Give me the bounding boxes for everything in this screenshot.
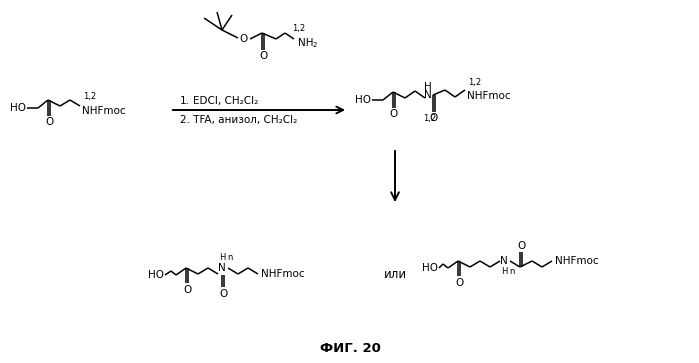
Text: n: n <box>227 253 233 262</box>
Text: O: O <box>183 285 191 295</box>
Text: 1,2: 1,2 <box>292 24 305 33</box>
Text: NHFmoc: NHFmoc <box>467 91 511 101</box>
Text: O: O <box>390 109 398 119</box>
Text: n: n <box>510 266 514 276</box>
Text: N: N <box>500 256 508 266</box>
Text: NHFmoc: NHFmoc <box>82 106 126 116</box>
Text: NH: NH <box>298 38 313 48</box>
Text: HO: HO <box>10 103 26 113</box>
Text: O: O <box>240 34 248 44</box>
Text: HO: HO <box>148 270 164 280</box>
Text: NHFmoc: NHFmoc <box>555 256 598 266</box>
Text: 1,2: 1,2 <box>83 91 96 101</box>
Text: O: O <box>219 289 227 299</box>
Text: O: O <box>517 241 525 251</box>
Text: H: H <box>500 266 507 276</box>
Text: HO: HO <box>355 95 371 105</box>
Text: 1.: 1. <box>180 96 190 106</box>
Text: или: или <box>384 269 407 281</box>
Text: O: O <box>45 117 53 127</box>
Text: NHFmoc: NHFmoc <box>261 269 305 279</box>
Text: 2: 2 <box>313 42 317 48</box>
Text: ФИГ. 20: ФИГ. 20 <box>319 342 380 355</box>
Text: 1,2: 1,2 <box>423 114 436 122</box>
Text: N: N <box>218 263 226 273</box>
Text: O: O <box>455 278 463 288</box>
Text: H: H <box>424 82 432 92</box>
Text: EDCl, CH₂Cl₂: EDCl, CH₂Cl₂ <box>193 96 258 106</box>
Text: O: O <box>430 113 438 123</box>
Text: O: O <box>259 51 267 61</box>
Text: HO: HO <box>422 263 438 273</box>
Text: 1,2: 1,2 <box>468 77 481 86</box>
Text: N: N <box>424 90 432 100</box>
Text: H: H <box>219 253 225 262</box>
Text: 2. TFA, анизол, CH₂Cl₂: 2. TFA, анизол, CH₂Cl₂ <box>180 115 297 125</box>
